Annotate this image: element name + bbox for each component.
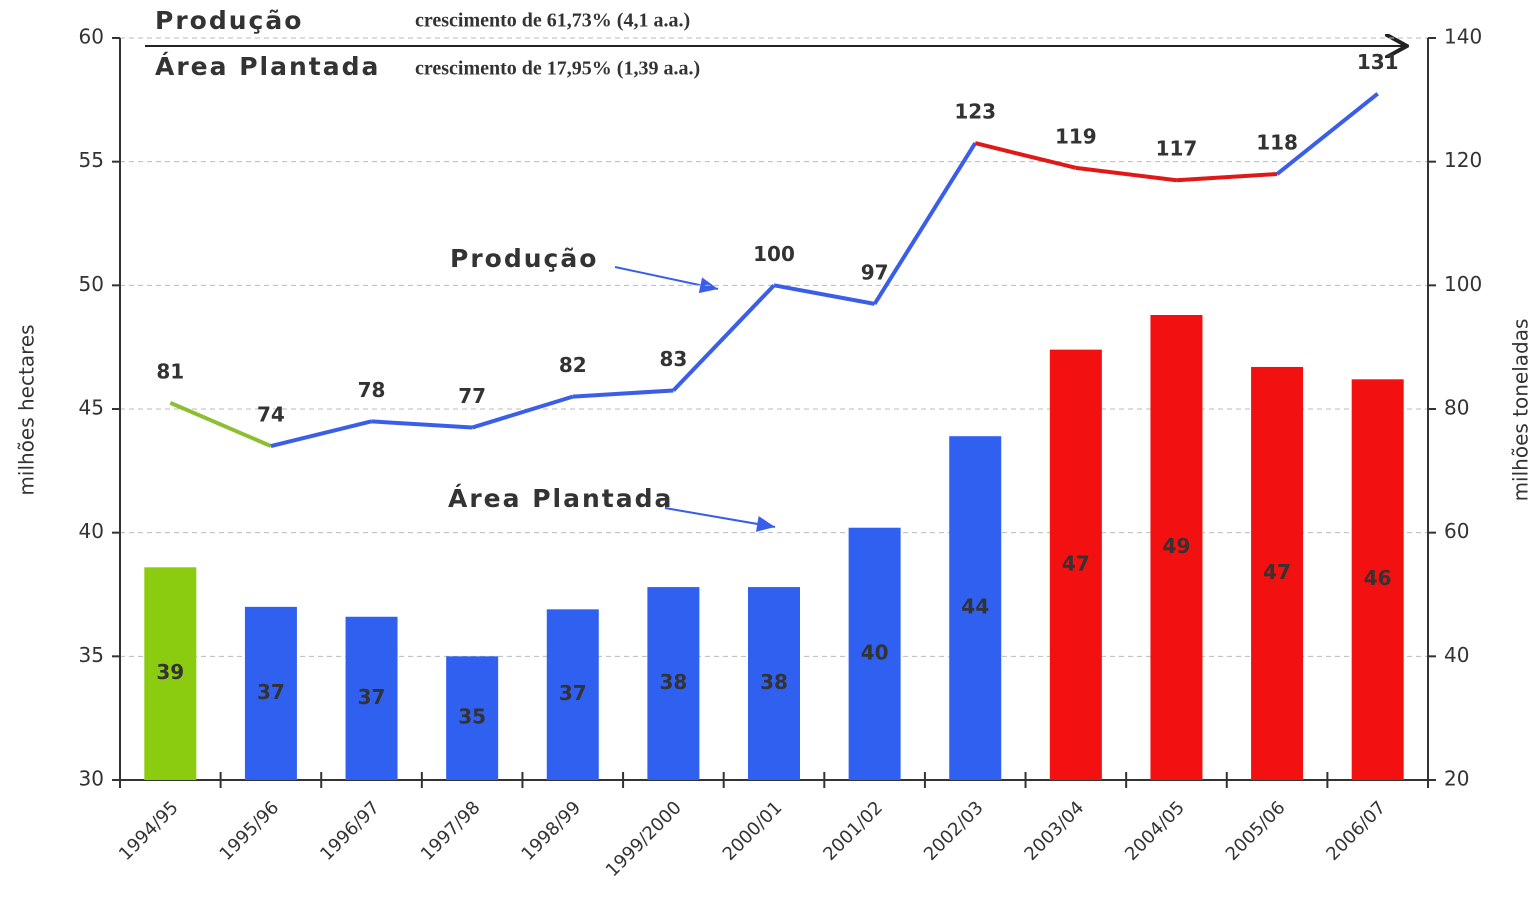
point-label: 83 bbox=[659, 347, 687, 371]
y2-tick-label: 120 bbox=[1444, 148, 1482, 172]
bar-label: 47 bbox=[1263, 560, 1291, 584]
y-tick-label: 55 bbox=[79, 148, 104, 172]
annotation: crescimento de 17,95% (1,39 a.a.) bbox=[415, 58, 700, 80]
y-tick-label: 50 bbox=[79, 272, 104, 296]
line-segment bbox=[169, 400, 272, 448]
x-tick-label: 2004/05 bbox=[1121, 797, 1189, 865]
point-label: 118 bbox=[1256, 131, 1298, 155]
callout-arrow bbox=[664, 507, 776, 532]
callout-production: Produção bbox=[450, 244, 598, 273]
bar bbox=[546, 609, 599, 780]
line-segment bbox=[471, 394, 574, 430]
bar bbox=[848, 527, 901, 780]
bar-label: 38 bbox=[760, 670, 788, 694]
bar bbox=[1351, 379, 1404, 780]
x-tick-label: 1998/99 bbox=[517, 797, 585, 865]
line-segment bbox=[773, 283, 875, 306]
legend-production: Produção bbox=[155, 6, 303, 35]
line-segment bbox=[572, 388, 674, 399]
y2-tick-label: 40 bbox=[1444, 643, 1469, 667]
bar-label: 37 bbox=[257, 680, 285, 704]
x-tick-label: 2001/02 bbox=[819, 797, 887, 865]
y-tick-label: 30 bbox=[79, 767, 104, 791]
point-label: 100 bbox=[753, 242, 795, 266]
bar-label: 38 bbox=[659, 670, 687, 694]
line-segment bbox=[974, 141, 1077, 170]
line-segment bbox=[1176, 172, 1278, 183]
point-label: 78 bbox=[358, 378, 386, 402]
bar-label: 44 bbox=[961, 595, 989, 619]
line-segment bbox=[371, 419, 473, 430]
point-label: 97 bbox=[861, 260, 889, 284]
x-tick-label: 1996/97 bbox=[316, 797, 384, 865]
point-label: 119 bbox=[1055, 124, 1097, 148]
bar bbox=[144, 567, 197, 780]
y-tick-label: 60 bbox=[79, 25, 104, 49]
x-tick-label: 1994/95 bbox=[115, 797, 183, 865]
x-tick-label: 2003/04 bbox=[1020, 797, 1088, 865]
point-label: 74 bbox=[257, 403, 285, 427]
bar bbox=[345, 616, 398, 780]
bar bbox=[244, 606, 297, 780]
x-tick-label: 2005/06 bbox=[1222, 797, 1290, 865]
bar-label: 37 bbox=[358, 685, 386, 709]
y2-tick-label: 20 bbox=[1444, 767, 1469, 791]
bar-label: 35 bbox=[458, 705, 486, 729]
bar bbox=[949, 436, 1002, 780]
bar bbox=[1150, 315, 1203, 780]
bar-label: 37 bbox=[559, 681, 587, 705]
y-tick-label: 40 bbox=[79, 519, 104, 543]
line-segment bbox=[671, 283, 776, 392]
bar bbox=[446, 656, 499, 780]
y2-tick-label: 60 bbox=[1444, 519, 1469, 543]
y2-tick-label: 80 bbox=[1444, 396, 1469, 420]
bar bbox=[1049, 349, 1102, 780]
bar bbox=[1251, 366, 1304, 780]
y-axis-label: milhões hectares bbox=[15, 324, 39, 495]
bar-label: 49 bbox=[1163, 534, 1191, 558]
bar bbox=[647, 587, 700, 780]
point-label: 131 bbox=[1357, 50, 1399, 74]
y2-tick-label: 140 bbox=[1444, 25, 1482, 49]
bar-label: 46 bbox=[1364, 566, 1392, 590]
x-tick-label: 2006/07 bbox=[1322, 797, 1390, 865]
line-segment bbox=[1075, 165, 1177, 183]
point-label: 82 bbox=[559, 353, 587, 377]
x-tick-label: 2002/03 bbox=[920, 797, 988, 865]
bar-label: 39 bbox=[156, 660, 184, 684]
line-segment bbox=[872, 142, 977, 305]
annotation: crescimento de 61,73% (4,1 a.a.) bbox=[415, 10, 690, 32]
bar-label: 47 bbox=[1062, 551, 1090, 575]
y2-tick-label: 100 bbox=[1444, 272, 1482, 296]
point-label: 117 bbox=[1156, 137, 1198, 161]
y2-axis-label: milhões toneladas bbox=[1509, 319, 1533, 502]
x-tick-label: 2000/01 bbox=[719, 797, 787, 865]
legend-area: Área Plantada bbox=[155, 52, 380, 81]
y-tick-label: 35 bbox=[79, 643, 104, 667]
callout-area: Área Plantada bbox=[448, 484, 673, 513]
line-segment bbox=[1275, 92, 1379, 176]
bar bbox=[748, 587, 800, 780]
point-label: 77 bbox=[458, 384, 486, 408]
x-tick-label: 1999/2000 bbox=[602, 797, 686, 881]
x-tick-label: 1997/98 bbox=[417, 797, 485, 865]
callout-arrow bbox=[614, 266, 719, 294]
point-label: 81 bbox=[156, 359, 184, 383]
point-label: 123 bbox=[954, 100, 996, 124]
bar-label: 40 bbox=[861, 640, 889, 664]
y-tick-label: 45 bbox=[79, 396, 104, 420]
x-tick-label: 1995/96 bbox=[216, 797, 284, 865]
line-segment bbox=[270, 419, 373, 449]
